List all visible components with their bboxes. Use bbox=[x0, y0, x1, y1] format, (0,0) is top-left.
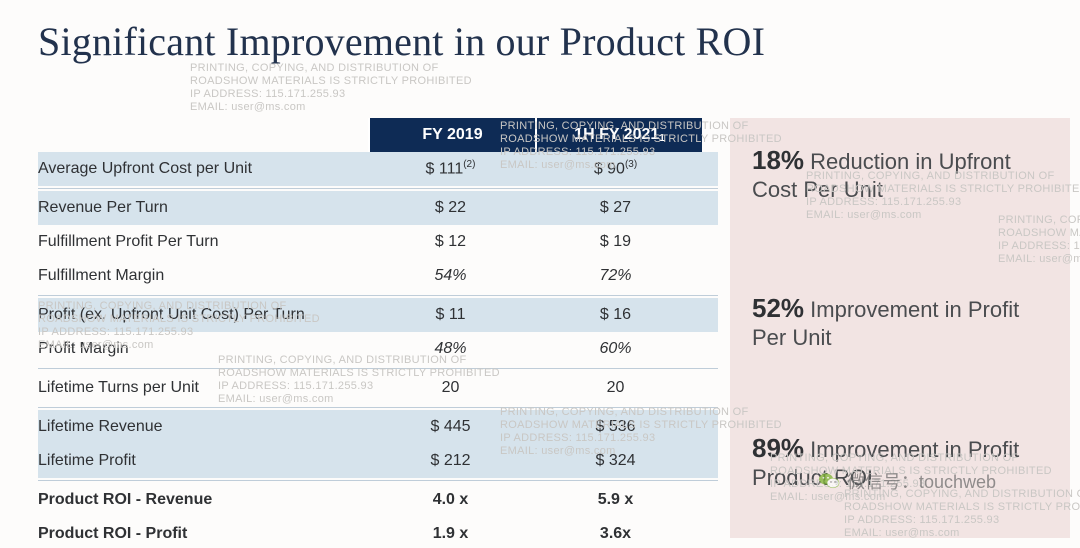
row-label: Fulfillment Margin bbox=[38, 261, 368, 291]
table-row: Revenue Per Turn$ 22$ 27 bbox=[38, 191, 718, 225]
table-row: Fulfillment Profit Per Turn$ 12$ 19 bbox=[38, 225, 718, 259]
roi-table: FY 2019 1H FY 20211 Average Upfront Cost… bbox=[38, 118, 718, 548]
cell-1hfy2021: $ 16 bbox=[533, 306, 698, 324]
table-row: Lifetime Revenue$ 445$ 536 bbox=[38, 410, 718, 444]
row-label: Lifetime Turns per Unit bbox=[38, 373, 368, 403]
cell-fy2019: $ 111(2) bbox=[368, 159, 533, 178]
row-label: Profit Margin bbox=[38, 334, 368, 364]
table-row: Lifetime Profit$ 212$ 324 bbox=[38, 444, 718, 478]
wechat-attribution: 微信号：touchweb bbox=[817, 468, 996, 494]
wechat-label: 微信号：touchweb bbox=[847, 468, 996, 494]
cell-fy2019: 1.9 x bbox=[368, 525, 533, 543]
table-row: Profit (ex. Upfront Unit Cost) Per Turn$… bbox=[38, 298, 718, 332]
table-row: Product ROI - Profit1.9 x3.6x bbox=[38, 517, 718, 548]
table-row: Lifetime Turns per Unit2020 bbox=[38, 371, 718, 405]
watermark: PRINTING, COPYING, AND DISTRIBUTION OF R… bbox=[190, 62, 472, 114]
row-label: Lifetime Revenue bbox=[38, 412, 368, 442]
table-row: Average Upfront Cost per Unit$ 111(2)$ 9… bbox=[38, 152, 718, 186]
cell-fy2019: $ 212 bbox=[368, 452, 533, 470]
cell-1hfy2021: $ 27 bbox=[533, 199, 698, 217]
cell-fy2019: $ 445 bbox=[368, 418, 533, 436]
col-header-fy2019: FY 2019 bbox=[368, 118, 535, 152]
cell-1hfy2021: 3.6x bbox=[533, 525, 698, 543]
cell-fy2019: $ 22 bbox=[368, 199, 533, 217]
cell-fy2019: $ 11 bbox=[368, 306, 533, 324]
page-title: Significant Improvement in our Product R… bbox=[38, 18, 765, 65]
cell-fy2019: 4.0 x bbox=[368, 491, 533, 509]
table-row: Fulfillment Margin54%72% bbox=[38, 259, 718, 293]
table-row: Product ROI - Revenue4.0 x5.9 x bbox=[38, 483, 718, 517]
table-row: Profit Margin48%60% bbox=[38, 332, 718, 366]
cell-1hfy2021: 5.9 x bbox=[533, 491, 698, 509]
cell-1hfy2021: 20 bbox=[533, 379, 698, 397]
cell-1hfy2021: $ 19 bbox=[533, 233, 698, 251]
cell-fy2019: 54% bbox=[368, 267, 533, 285]
row-label: Lifetime Profit bbox=[38, 446, 368, 476]
cell-1hfy2021: 72% bbox=[533, 267, 698, 285]
cell-1hfy2021: $ 536 bbox=[533, 418, 698, 436]
row-label: Average Upfront Cost per Unit bbox=[38, 154, 368, 184]
cell-fy2019: 20 bbox=[368, 379, 533, 397]
wechat-icon bbox=[817, 469, 841, 493]
cell-fy2019: 48% bbox=[368, 340, 533, 358]
col-header-1hfy2021: 1H FY 20211 bbox=[535, 118, 702, 152]
row-label: Fulfillment Profit Per Turn bbox=[38, 227, 368, 257]
cell-1hfy2021: 60% bbox=[533, 340, 698, 358]
cell-1hfy2021: $ 90(3) bbox=[533, 159, 698, 178]
cell-fy2019: $ 12 bbox=[368, 233, 533, 251]
cell-1hfy2021: $ 324 bbox=[533, 452, 698, 470]
callout: 18% Reduction in Upfront Cost Per Unit bbox=[752, 146, 1052, 204]
table-header-row: FY 2019 1H FY 20211 bbox=[38, 118, 718, 152]
row-label: Product ROI - Profit bbox=[38, 519, 368, 548]
row-label: Product ROI - Revenue bbox=[38, 485, 368, 515]
row-label: Profit (ex. Upfront Unit Cost) Per Turn bbox=[38, 300, 368, 330]
callout: 52% Improvement in Profit Per Unit bbox=[752, 294, 1052, 352]
row-label: Revenue Per Turn bbox=[38, 193, 368, 223]
